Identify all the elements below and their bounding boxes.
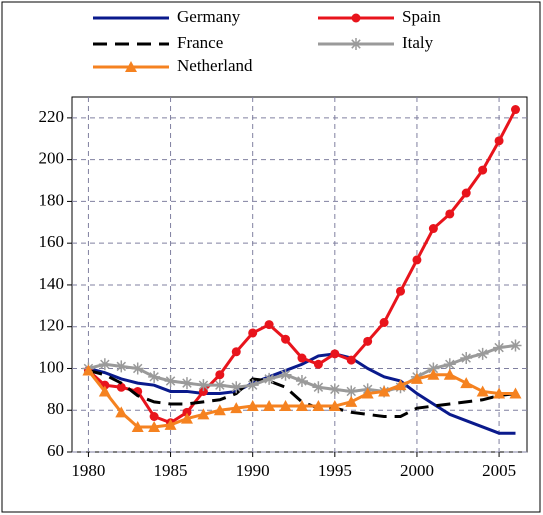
point <box>427 368 440 380</box>
series-line <box>88 369 516 418</box>
point <box>312 400 325 412</box>
point <box>246 400 259 412</box>
x-tick-label: 1980 <box>71 461 105 480</box>
point <box>148 370 161 383</box>
point <box>312 381 325 394</box>
legend-label: Netherland <box>177 56 253 75</box>
point <box>313 359 323 369</box>
point <box>230 381 243 394</box>
point <box>231 347 241 357</box>
point <box>396 286 406 296</box>
point <box>98 358 111 371</box>
point <box>180 377 193 390</box>
point <box>180 412 193 424</box>
plot-area <box>71 96 528 453</box>
point <box>460 377 473 389</box>
point <box>295 375 308 387</box>
point <box>361 387 374 399</box>
legend-marker <box>350 38 362 50</box>
point <box>116 382 126 392</box>
point <box>164 375 177 387</box>
point <box>248 328 258 338</box>
point <box>213 379 226 392</box>
x-tick-label: 2005 <box>482 461 516 480</box>
point <box>493 341 506 354</box>
point <box>363 336 373 346</box>
point <box>445 209 455 219</box>
y-tick-label: 180 <box>39 190 65 209</box>
legend-marker <box>351 13 361 23</box>
point <box>197 408 210 420</box>
point <box>115 406 128 418</box>
point <box>131 420 144 432</box>
point <box>328 400 341 412</box>
point <box>493 387 506 399</box>
point <box>379 318 389 328</box>
point <box>476 347 489 360</box>
legend-label: Italy <box>402 33 434 52</box>
point <box>461 188 471 198</box>
y-tick-label: 220 <box>39 107 65 126</box>
point <box>394 379 407 391</box>
point <box>115 360 128 373</box>
point <box>478 165 488 175</box>
point <box>345 395 358 407</box>
point <box>443 358 456 371</box>
point <box>412 255 422 265</box>
point <box>98 385 111 397</box>
y-tick-label: 80 <box>47 399 64 418</box>
point <box>476 385 489 397</box>
point <box>511 105 521 115</box>
y-tick-label: 200 <box>39 149 65 168</box>
legend-label: Germany <box>177 7 241 26</box>
legend-label: Spain <box>402 7 441 26</box>
y-tick-label: 100 <box>39 357 65 376</box>
legend-marker <box>125 61 137 72</box>
point <box>279 368 292 381</box>
point <box>246 379 259 392</box>
point <box>345 385 358 398</box>
y-tick-label: 160 <box>39 232 65 251</box>
point <box>149 412 159 421</box>
point <box>131 362 144 375</box>
point <box>82 364 95 376</box>
point <box>330 349 340 359</box>
point <box>509 339 522 352</box>
point <box>230 402 243 414</box>
point <box>427 362 440 375</box>
point <box>213 404 226 416</box>
x-tick-label: 1995 <box>318 461 352 480</box>
point <box>494 136 504 146</box>
legend-label: France <box>177 33 223 52</box>
point <box>197 379 210 392</box>
point <box>509 387 522 399</box>
y-tick-label: 120 <box>39 316 65 335</box>
point <box>460 352 473 365</box>
point <box>263 400 276 412</box>
point <box>410 372 423 384</box>
point <box>263 372 276 385</box>
point <box>443 368 456 380</box>
x-tick-label: 2000 <box>400 461 434 480</box>
point <box>328 383 341 396</box>
point <box>281 334 291 344</box>
point <box>148 420 161 432</box>
point <box>295 400 308 412</box>
x-tick-label: 1985 <box>154 461 188 480</box>
y-tick-label: 60 <box>47 441 64 460</box>
point <box>297 353 307 363</box>
point <box>264 320 274 330</box>
series-line <box>88 352 516 435</box>
point <box>428 224 438 234</box>
point <box>182 407 192 417</box>
point <box>198 386 208 396</box>
point <box>378 385 391 397</box>
point <box>346 355 356 365</box>
y-tick-label: 140 <box>39 274 65 293</box>
x-tick-label: 1990 <box>236 461 270 480</box>
point <box>164 418 177 430</box>
point <box>279 400 292 412</box>
point <box>215 370 225 380</box>
